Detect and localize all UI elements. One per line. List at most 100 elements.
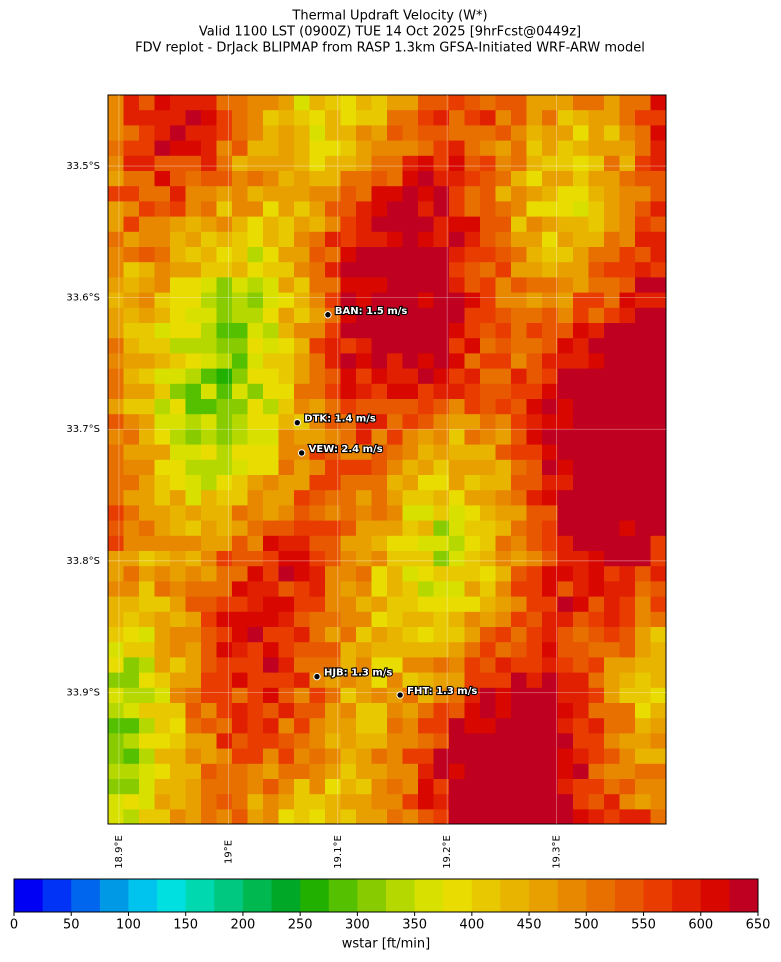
raster-cell <box>216 687 233 704</box>
raster-cell <box>573 779 589 795</box>
raster-cell <box>309 475 326 491</box>
raster-cell <box>247 186 264 202</box>
raster-cell <box>464 444 481 461</box>
raster-cell <box>433 627 450 643</box>
raster-cell <box>511 140 527 157</box>
raster-cell <box>619 566 636 582</box>
raster-cell <box>635 718 651 734</box>
raster-cell <box>604 247 620 263</box>
raster-cell <box>526 490 543 506</box>
raster-cell <box>201 125 217 142</box>
raster-cell <box>650 718 667 734</box>
raster-cell <box>650 338 667 354</box>
raster-cell <box>402 672 419 689</box>
station-marker <box>313 672 321 681</box>
raster-cell <box>325 277 341 294</box>
raster-cell <box>263 247 279 263</box>
raster-cell <box>185 444 202 461</box>
raster-cell <box>356 368 372 385</box>
raster-cell <box>495 581 512 598</box>
raster-cell <box>604 551 620 567</box>
raster-cell <box>511 201 527 218</box>
raster-cell <box>495 338 512 354</box>
raster-cell <box>573 459 589 476</box>
raster-cell <box>263 262 279 278</box>
raster-cell <box>387 171 403 187</box>
raster-cell <box>604 323 620 339</box>
raster-cell <box>495 566 512 582</box>
raster-cell <box>371 95 388 111</box>
raster-cell <box>247 809 264 825</box>
raster-cell <box>154 763 171 780</box>
raster-cell <box>232 414 248 430</box>
raster-cell <box>263 414 279 430</box>
raster-cell <box>356 262 372 278</box>
raster-cell <box>356 216 372 233</box>
raster-cell <box>278 444 295 461</box>
raster-cell <box>557 216 574 233</box>
raster-cell <box>588 444 605 461</box>
raster-cell <box>635 794 651 810</box>
raster-cell <box>154 703 171 719</box>
raster-cell <box>185 155 202 172</box>
raster-cell <box>201 657 217 674</box>
raster-cell <box>247 733 264 750</box>
raster-cell <box>464 110 481 126</box>
raster-cell <box>108 125 124 142</box>
raster-cell <box>247 657 264 674</box>
raster-cell <box>263 292 279 309</box>
raster-cell <box>371 763 388 780</box>
raster-cell <box>371 505 388 522</box>
raster-cell <box>588 429 605 446</box>
raster-cell <box>216 125 233 142</box>
raster-cell <box>604 338 620 354</box>
raster-cell <box>309 444 326 461</box>
raster-cell <box>309 155 326 172</box>
raster-cell <box>433 307 450 324</box>
raster-cell <box>464 551 481 567</box>
raster-cell <box>340 535 357 552</box>
raster-cell <box>588 611 605 628</box>
raster-cell <box>433 201 450 218</box>
raster-cell <box>216 672 233 689</box>
raster-cell <box>294 490 310 506</box>
lon-tick-label: 18.9°E <box>114 835 125 869</box>
raster-cell <box>635 475 651 491</box>
raster-cell <box>402 642 419 658</box>
raster-cell <box>216 642 233 658</box>
raster-cell <box>139 338 155 354</box>
raster-cell <box>495 520 512 537</box>
raster-cell <box>526 323 543 339</box>
raster-cell <box>325 627 341 643</box>
raster-cell <box>232 201 248 218</box>
raster-cell <box>387 520 403 537</box>
raster-cell <box>526 171 543 187</box>
raster-cell <box>185 201 202 218</box>
raster-cell <box>650 307 667 324</box>
raster-cell <box>542 353 558 370</box>
raster-cell <box>201 277 217 294</box>
raster-cell <box>356 292 372 309</box>
raster-cell <box>356 718 372 734</box>
raster-cell <box>573 718 589 734</box>
raster-cell <box>495 125 512 142</box>
raster-cell <box>294 642 310 658</box>
raster-cell <box>232 475 248 491</box>
raster-cell <box>278 627 295 643</box>
raster-cell <box>480 429 496 446</box>
raster-cell <box>263 444 279 461</box>
raster-cell <box>294 551 310 567</box>
station-marker <box>297 449 306 457</box>
raster-cell <box>604 186 620 202</box>
raster-cell <box>170 581 186 598</box>
raster-cell <box>108 779 124 795</box>
raster-cell <box>340 277 357 294</box>
raster-cell <box>278 779 295 795</box>
raster-cell <box>108 642 124 658</box>
raster-cell <box>480 611 496 628</box>
raster-cell <box>635 247 651 263</box>
raster-cell <box>650 703 667 719</box>
raster-cell <box>526 247 543 263</box>
raster-cell <box>123 231 140 248</box>
raster-cell <box>573 733 589 750</box>
